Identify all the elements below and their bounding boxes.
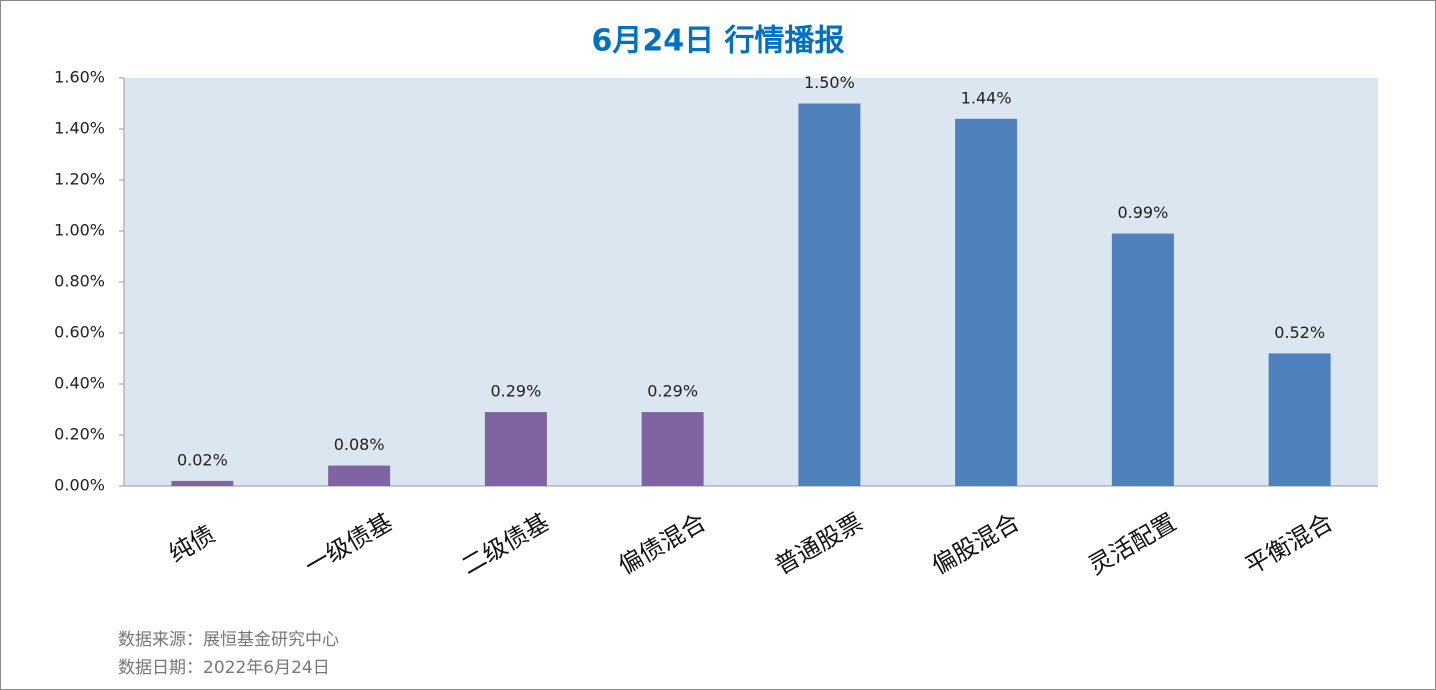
y-tick-label: 0.80% xyxy=(54,272,105,291)
bar xyxy=(484,412,547,486)
data-label: 0.29% xyxy=(490,382,541,401)
y-tick-label: 0.60% xyxy=(54,323,105,342)
data-label: 0.08% xyxy=(334,435,385,454)
date-note: 数据日期：2022年6月24日 xyxy=(118,658,330,678)
data-label: 1.44% xyxy=(961,88,1012,107)
source-note: 数据来源：展恒基金研究中心 xyxy=(118,630,339,650)
data-label: 0.52% xyxy=(1274,323,1325,342)
y-tick-label: 1.40% xyxy=(54,119,105,138)
bar xyxy=(641,412,704,486)
bar xyxy=(955,118,1018,487)
bar xyxy=(798,103,861,486)
bar xyxy=(328,465,391,486)
data-label: 0.99% xyxy=(1117,203,1168,222)
plot-area xyxy=(124,78,1378,486)
y-tick-label: 0.00% xyxy=(54,476,105,495)
data-label: 1.50% xyxy=(804,73,855,92)
y-tick-label: 1.20% xyxy=(54,170,105,189)
bar xyxy=(171,480,234,486)
data-label: 0.29% xyxy=(647,382,698,401)
bar xyxy=(1111,233,1174,486)
y-tick-label: 0.40% xyxy=(54,374,105,393)
y-tick-label: 1.60% xyxy=(54,68,105,87)
chart-title: 6月24日 行情播报 xyxy=(591,24,844,59)
data-label: 0.02% xyxy=(177,450,228,469)
y-tick-label: 0.20% xyxy=(54,425,105,444)
y-tick-label: 1.00% xyxy=(54,221,105,240)
bar xyxy=(1268,353,1331,486)
